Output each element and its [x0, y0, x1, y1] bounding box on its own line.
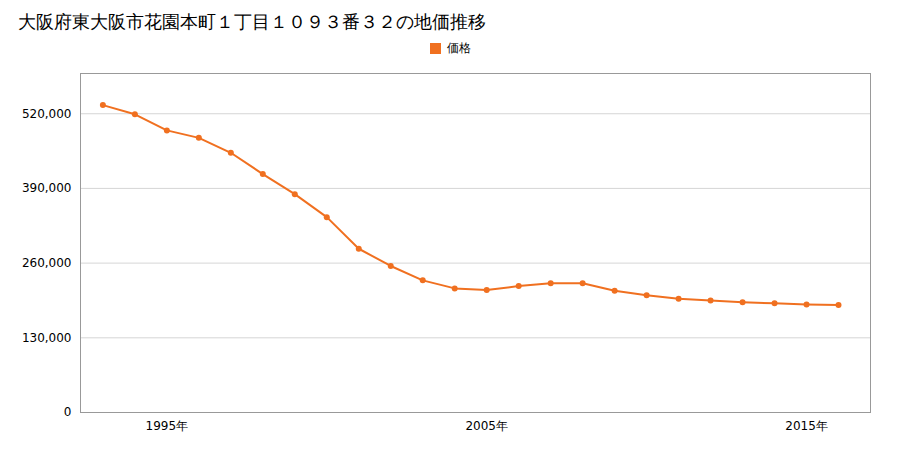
svg-text:520,000: 520,000 [22, 107, 72, 121]
svg-text:0: 0 [64, 405, 72, 419]
svg-text:260,000: 260,000 [22, 256, 72, 270]
svg-text:390,000: 390,000 [22, 181, 72, 195]
html-text:大阪府東大阪市花園本町１丁目１０９３番３２の地価推移: 大阪府東大阪市花園本町１丁目１０９３番３２の地価推移 [18, 11, 486, 32]
svg-text:1995年: 1995年 [146, 419, 189, 433]
svg-text:2015年: 2015年 [785, 419, 828, 433]
svg-text:2005年: 2005年 [465, 419, 508, 433]
html-text:価格: 価格 [446, 41, 471, 55]
svg-text:130,000: 130,000 [22, 331, 72, 345]
